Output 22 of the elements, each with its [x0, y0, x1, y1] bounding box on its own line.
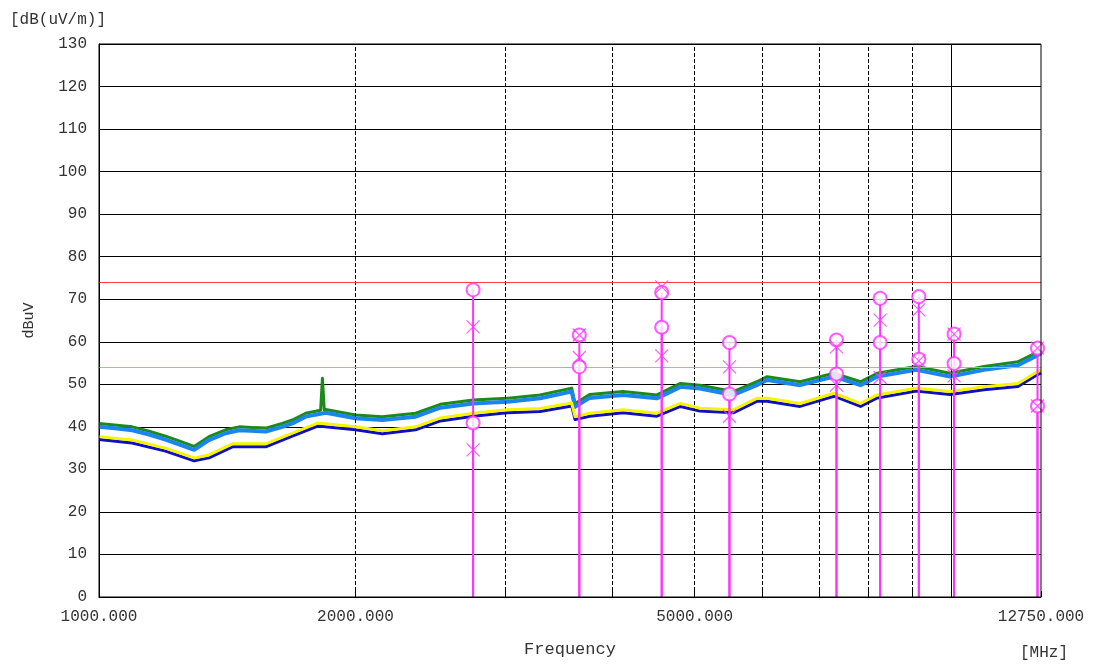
x-tick-label: 5000.000 — [656, 608, 733, 626]
y-tick-label: 70 — [67, 290, 87, 309]
y-tick-label: 100 — [58, 162, 87, 181]
y-tick-label: 40 — [67, 417, 87, 436]
x-tick-label: 12750.000 — [997, 608, 1085, 626]
y-tick-label: 90 — [67, 205, 87, 224]
x-axis-title: Frequency — [524, 640, 616, 659]
y-tick-label: 130 — [58, 35, 87, 53]
y-tick-label: 120 — [58, 77, 87, 96]
text: [MHz] — [1019, 644, 1069, 662]
y-tick-label: 30 — [67, 460, 87, 479]
y-tick-label: 80 — [67, 247, 87, 266]
y-tick-label: 0 — [77, 588, 87, 606]
y-tick-label: 20 — [67, 502, 87, 521]
x-tick-label: 2000.000 — [317, 608, 394, 626]
y-tick-label: 60 — [67, 332, 87, 351]
y-tick-label: 50 — [67, 375, 87, 394]
x-tick-label: 1000.000 — [60, 608, 138, 626]
y-axis-title: dBuV — [21, 302, 38, 339]
text: [dB(uV/m)] — [10, 11, 107, 29]
y-tick-label: 10 — [67, 545, 87, 564]
y-tick-label: 110 — [58, 120, 87, 139]
